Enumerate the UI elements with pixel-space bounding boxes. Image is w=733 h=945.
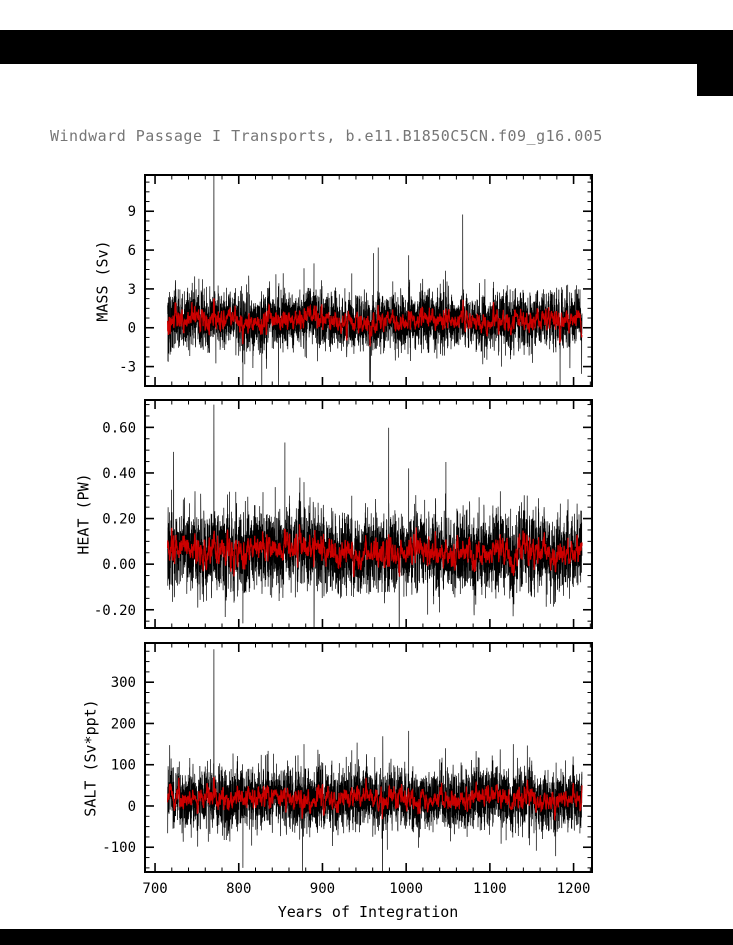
- y-tick-label: 200: [111, 716, 136, 732]
- top-right-letterbox: [697, 30, 733, 96]
- y-tick-label: 0: [128, 799, 136, 815]
- y-tick-label: 100: [111, 758, 136, 774]
- x-tick-label: 800: [226, 881, 251, 897]
- panel-heat: -0.20 0.00 0.20 0.40 0.60: [94, 399, 593, 629]
- bottom-letterbox: [0, 929, 733, 945]
- series-monthly-line: [167, 175, 583, 386]
- y-axis-label-heat: HEAT (PW): [75, 473, 93, 554]
- panel-frame: [144, 174, 593, 387]
- axis-ticks: [145, 643, 592, 872]
- y-tick-label: 6: [128, 243, 136, 259]
- y-tick-label: 9: [128, 204, 136, 220]
- panel-mass: -3 0 3 6 9: [119, 174, 593, 387]
- series-smoothed-line: [167, 776, 583, 821]
- y-tick-label: 0.60: [102, 420, 136, 436]
- top-letterbox: [0, 30, 733, 64]
- series-smoothed-line: [167, 524, 583, 578]
- x-tick-label: 900: [310, 881, 335, 897]
- y-tick-label: -3: [119, 360, 136, 376]
- axis-ticks: [145, 175, 592, 387]
- y-tick-label: 0: [128, 321, 136, 337]
- series-monthly-line: [167, 649, 583, 872]
- chart-title: Windward Passage I Transports, b.e11.B18…: [50, 127, 603, 145]
- y-tick-label: 0.00: [102, 557, 136, 573]
- x-tick-label: 1000: [389, 881, 423, 897]
- y-tick-label: 0.20: [102, 512, 136, 528]
- series-smoothed-line: [167, 298, 583, 347]
- axis-ticks: [145, 400, 592, 628]
- y-tick-label: 0.40: [102, 466, 136, 482]
- y-tick-label: -0.20: [94, 603, 136, 619]
- y-axis-label-salt: SALT (Sv*ppt): [82, 699, 100, 816]
- y-tick-label: 300: [111, 675, 136, 691]
- x-tick-label: 700: [142, 881, 167, 897]
- y-tick-label: 3: [128, 282, 136, 298]
- x-axis-label: Years of Integration: [278, 903, 459, 921]
- x-tick-label: 1200: [557, 881, 591, 897]
- panel-frame: [144, 642, 593, 873]
- x-tick-label: 1100: [473, 881, 507, 897]
- panel-frame: [144, 399, 593, 629]
- panel-salt: -100 0 100 200 300 700 800 900 1000 1100 1200: [102, 642, 593, 897]
- y-tick-label: -100: [102, 840, 136, 856]
- y-axis-label-mass: MASS (Sv): [94, 240, 112, 321]
